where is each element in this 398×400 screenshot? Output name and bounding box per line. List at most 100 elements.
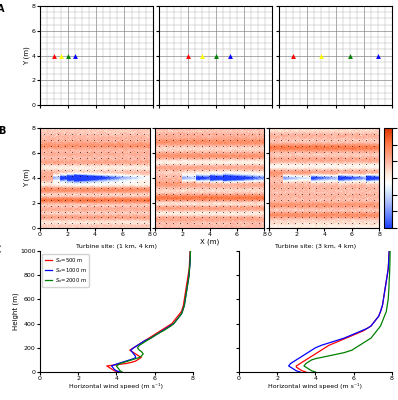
$S_x$=1000 m [118, 370, 123, 374]
$S_x$=500 m [188, 248, 193, 253]
X-axis label: Horizontal wind speed (m s⁻¹): Horizontal wind speed (m s⁻¹) [269, 382, 363, 388]
$S_x$=1000 m [131, 356, 136, 361]
$S_x$=2000 m [117, 367, 122, 372]
$S_x$=1000 m [185, 285, 189, 290]
$S_x$=1000 m [164, 326, 168, 331]
$S_x$=500 m [123, 361, 128, 366]
$S_x$=500 m [166, 324, 170, 328]
$S_x$=1000 m [143, 338, 148, 343]
$S_x$=2000 m [179, 312, 184, 316]
$S_x$=1000 m [175, 316, 180, 321]
$S_x$=2000 m [140, 350, 144, 355]
$S_x$=2000 m [139, 354, 144, 359]
$S_x$=1000 m [131, 352, 136, 356]
Text: A: A [0, 4, 4, 14]
$S_x$=1000 m [172, 321, 176, 326]
$S_x$=2000 m [186, 279, 191, 284]
$S_x$=1000 m [110, 365, 115, 370]
$S_x$=500 m [114, 362, 119, 367]
$S_x$=1000 m [184, 291, 189, 296]
$S_x$=2000 m [187, 273, 191, 278]
Text: C: C [0, 245, 1, 255]
$S_x$=1000 m [183, 297, 188, 302]
$S_x$=2000 m [114, 364, 119, 368]
$S_x$=500 m [104, 364, 109, 368]
$S_x$=2000 m [188, 261, 193, 266]
$S_x$=1000 m [168, 324, 172, 328]
$S_x$=2000 m [184, 291, 189, 296]
$S_x$=1000 m [130, 350, 135, 355]
Title: Turbine site: (1 km, 4 km): Turbine site: (1 km, 4 km) [76, 244, 157, 249]
$S_x$=2000 m [168, 324, 173, 328]
$S_x$=2000 m [185, 285, 189, 290]
$S_x$=500 m [175, 314, 180, 319]
$S_x$=2000 m [120, 370, 125, 374]
$S_x$=500 m [129, 349, 134, 354]
$S_x$=2000 m [172, 321, 176, 326]
$S_x$=1000 m [112, 367, 117, 372]
$S_x$=2000 m [156, 331, 161, 336]
Title: Turbine site: (3 km, 4 km): Turbine site: (3 km, 4 km) [275, 244, 356, 249]
$S_x$=2000 m [187, 267, 192, 272]
$S_x$=500 m [146, 336, 151, 340]
$S_x$=500 m [116, 370, 121, 374]
$S_x$=2000 m [188, 248, 193, 253]
$S_x$=2000 m [141, 352, 146, 356]
$S_x$=2000 m [177, 314, 182, 319]
$S_x$=500 m [177, 312, 182, 316]
$S_x$=500 m [170, 321, 174, 326]
$S_x$=2000 m [139, 349, 144, 354]
$S_x$=500 m [135, 358, 140, 362]
$S_x$=500 m [135, 353, 140, 358]
$S_x$=2000 m [129, 358, 134, 362]
$S_x$=1000 m [114, 368, 119, 373]
Y-axis label: Height (m): Height (m) [12, 293, 19, 330]
$S_x$=1000 m [131, 345, 136, 350]
$S_x$=2000 m [180, 309, 185, 314]
$S_x$=500 m [162, 326, 167, 331]
$S_x$=2000 m [137, 355, 142, 360]
$S_x$=1000 m [179, 312, 184, 316]
$S_x$=1000 m [139, 340, 144, 345]
$S_x$=500 m [182, 297, 187, 302]
$S_x$=1000 m [160, 328, 165, 333]
$S_x$=500 m [137, 354, 142, 359]
$S_x$=500 m [183, 291, 188, 296]
$S_x$=1000 m [123, 359, 128, 364]
$S_x$=1000 m [188, 248, 193, 253]
$S_x$=500 m [131, 345, 136, 350]
$S_x$=2000 m [140, 353, 144, 358]
$S_x$=500 m [172, 319, 176, 324]
$S_x$=500 m [106, 365, 111, 370]
Text: B: B [0, 126, 6, 136]
$S_x$=500 m [139, 355, 144, 360]
$S_x$=500 m [173, 316, 178, 321]
$S_x$=2000 m [148, 336, 153, 340]
$S_x$=1000 m [128, 348, 133, 353]
$S_x$=2000 m [173, 319, 178, 324]
$S_x$=1000 m [187, 267, 192, 272]
$S_x$=2000 m [175, 316, 180, 321]
$S_x$=2000 m [137, 343, 142, 348]
$S_x$=500 m [110, 367, 115, 372]
$S_x$=500 m [139, 340, 144, 345]
$S_x$=500 m [129, 360, 134, 365]
$S_x$=500 m [135, 343, 140, 348]
$S_x$=500 m [143, 338, 148, 343]
$S_x$=2000 m [118, 368, 123, 373]
$S_x$=500 m [184, 285, 189, 290]
$S_x$=500 m [187, 267, 191, 272]
$S_x$=2000 m [183, 297, 188, 302]
$S_x$=2000 m [144, 338, 149, 343]
$S_x$=1000 m [152, 333, 157, 338]
$S_x$=1000 m [133, 355, 138, 360]
$S_x$=500 m [154, 331, 159, 336]
$S_x$=500 m [108, 366, 113, 371]
$S_x$=1000 m [112, 362, 117, 367]
Legend: $S_x$=500 m, $S_x$=1000 m, $S_x$=2000 m: $S_x$=500 m, $S_x$=1000 m, $S_x$=2000 m [43, 254, 88, 287]
$S_x$=2000 m [116, 366, 121, 371]
$S_x$=1000 m [109, 364, 114, 368]
$S_x$=2000 m [137, 348, 142, 353]
$S_x$=500 m [112, 368, 117, 373]
$S_x$=500 m [158, 328, 163, 333]
